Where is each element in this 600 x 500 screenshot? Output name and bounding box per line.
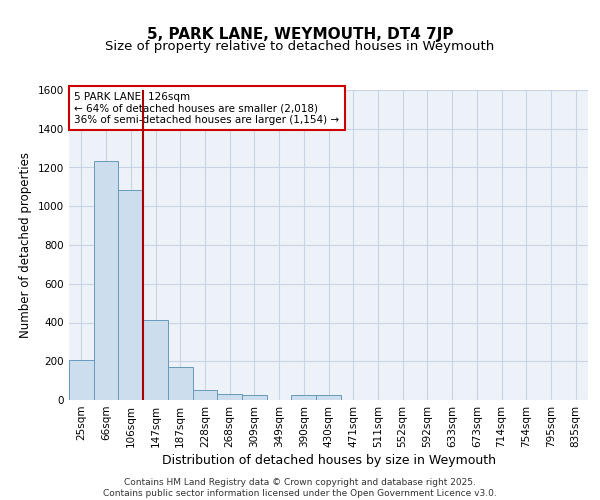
Bar: [292, 395, 316, 400]
Text: Size of property relative to detached houses in Weymouth: Size of property relative to detached ho…: [106, 40, 494, 53]
Bar: [242, 395, 267, 400]
Text: 5, PARK LANE, WEYMOUTH, DT4 7JP: 5, PARK LANE, WEYMOUTH, DT4 7JP: [147, 28, 453, 42]
Bar: [217, 394, 242, 400]
Y-axis label: Number of detached properties: Number of detached properties: [19, 152, 32, 338]
Bar: [143, 320, 168, 400]
X-axis label: Distribution of detached houses by size in Weymouth: Distribution of detached houses by size …: [161, 454, 496, 467]
Bar: [69, 360, 94, 400]
Bar: [316, 395, 341, 400]
Bar: [168, 367, 193, 400]
Bar: [94, 160, 118, 400]
Text: 5 PARK LANE: 126sqm
← 64% of detached houses are smaller (2,018)
36% of semi-det: 5 PARK LANE: 126sqm ← 64% of detached ho…: [74, 92, 340, 124]
Bar: [118, 190, 143, 400]
Text: Contains HM Land Registry data © Crown copyright and database right 2025.
Contai: Contains HM Land Registry data © Crown c…: [103, 478, 497, 498]
Bar: [193, 390, 217, 400]
